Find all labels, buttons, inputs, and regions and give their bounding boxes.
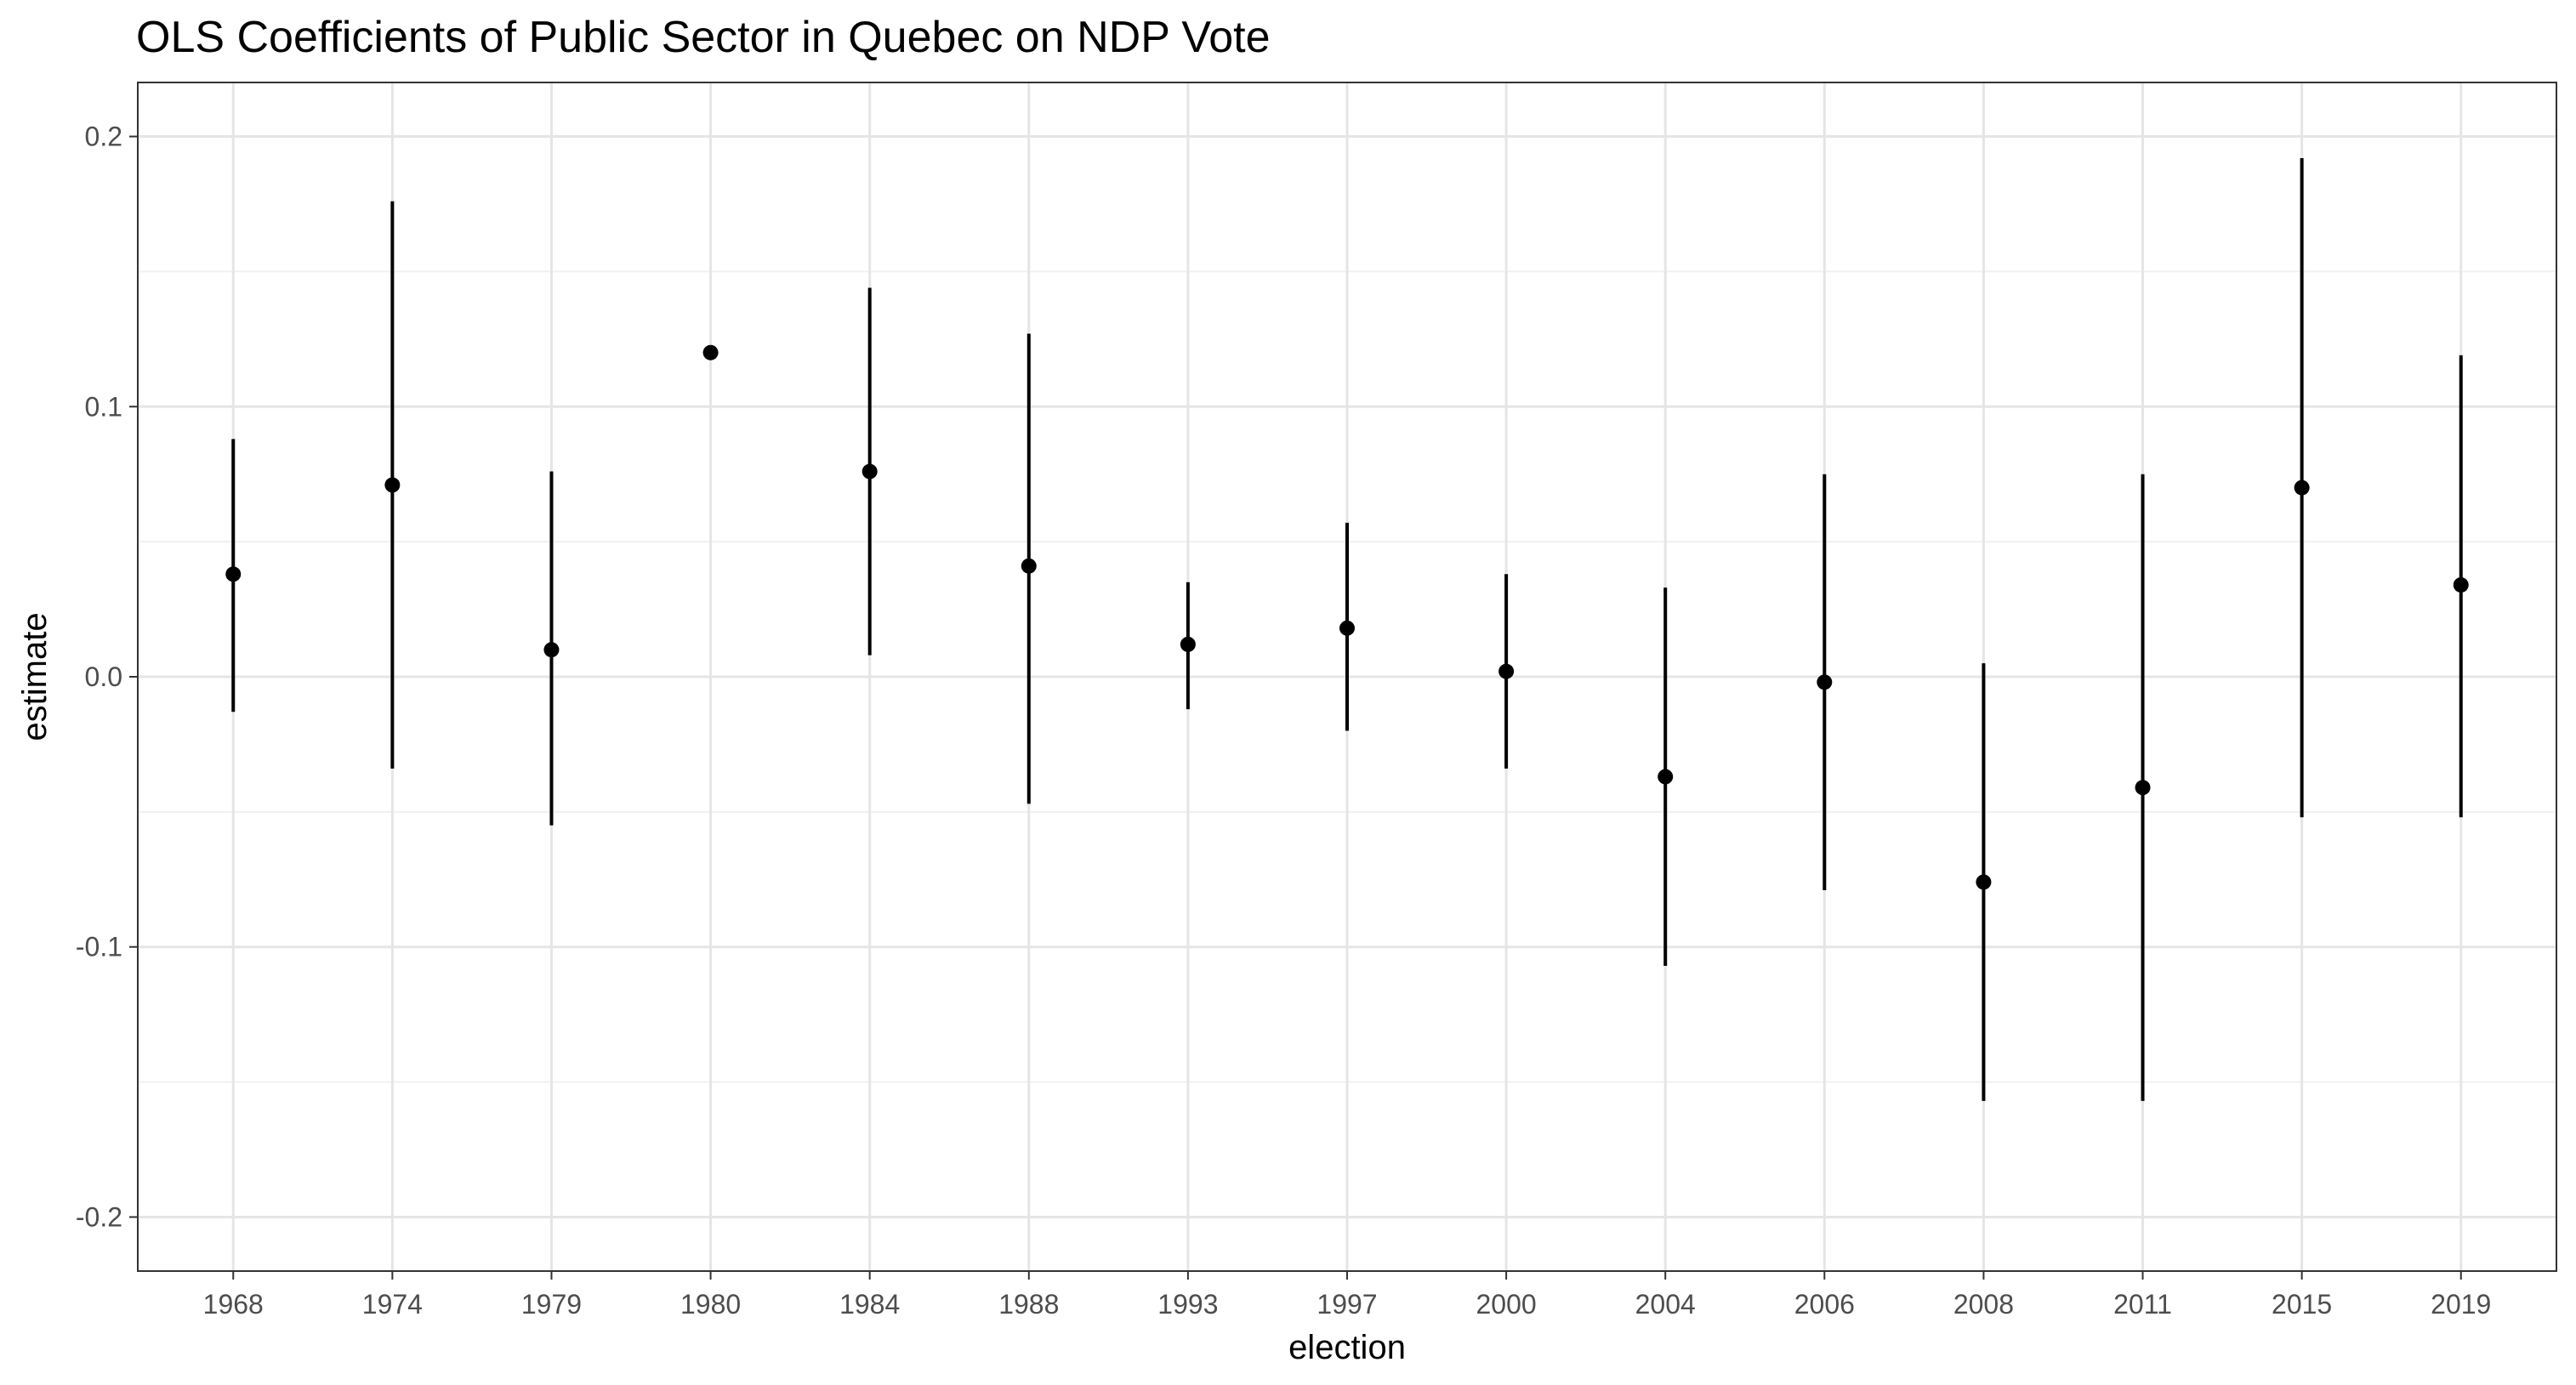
y-tick-label: -0.1 [76, 932, 122, 962]
x-tick-label: 2006 [1794, 1289, 1855, 1320]
chart-title: OLS Coefficients of Public Sector in Que… [136, 13, 1271, 62]
x-tick-label: 2015 [2272, 1289, 2332, 1320]
x-tick-label: 1984 [839, 1289, 900, 1320]
y-tick-label: 0.1 [85, 391, 122, 422]
x-tick-label: 1993 [1157, 1289, 1218, 1320]
x-axis-title: election [1288, 1329, 1406, 1366]
point-2008 [1976, 874, 1992, 890]
axes: -0.2 -0.1 0.0 0.1 0.2 1968 1974 1979 1980 1984 198… [16, 122, 2491, 1366]
point-1997 [1339, 620, 1355, 636]
point-2006 [1817, 674, 1833, 690]
x-tick-label: 2004 [1635, 1289, 1696, 1320]
point-2004 [1658, 769, 1674, 785]
x-tick-label: 2008 [1953, 1289, 2014, 1320]
y-axis-title: estimate [16, 612, 54, 741]
y-tick-label: 0.0 [85, 661, 122, 692]
point-2000 [1498, 663, 1515, 679]
y-tick-label: -0.2 [76, 1201, 122, 1232]
point-2011 [2135, 780, 2151, 796]
y-tick-label: 0.2 [85, 122, 122, 152]
point-1988 [1021, 558, 1037, 574]
point-1984 [862, 463, 878, 480]
x-tick-label: 1988 [998, 1289, 1059, 1320]
point-1979 [543, 642, 560, 658]
x-tick-label: 1997 [1316, 1289, 1377, 1320]
point-2015 [2294, 480, 2310, 496]
x-tick-label: 1980 [680, 1289, 741, 1320]
point-1980 [702, 344, 719, 360]
point-2019 [2453, 576, 2469, 593]
x-tick-label: 2011 [2113, 1289, 2172, 1320]
x-tick-label: 1968 [203, 1289, 264, 1320]
x-tick-label: 2000 [1476, 1289, 1537, 1320]
point-1993 [1180, 636, 1196, 652]
point-1974 [384, 477, 401, 493]
x-tick-label: 2019 [2431, 1289, 2491, 1320]
point-estimates [225, 344, 2469, 890]
point-1968 [225, 566, 242, 582]
x-tick-label: 1974 [362, 1289, 423, 1320]
x-tick-label: 1979 [521, 1289, 582, 1320]
